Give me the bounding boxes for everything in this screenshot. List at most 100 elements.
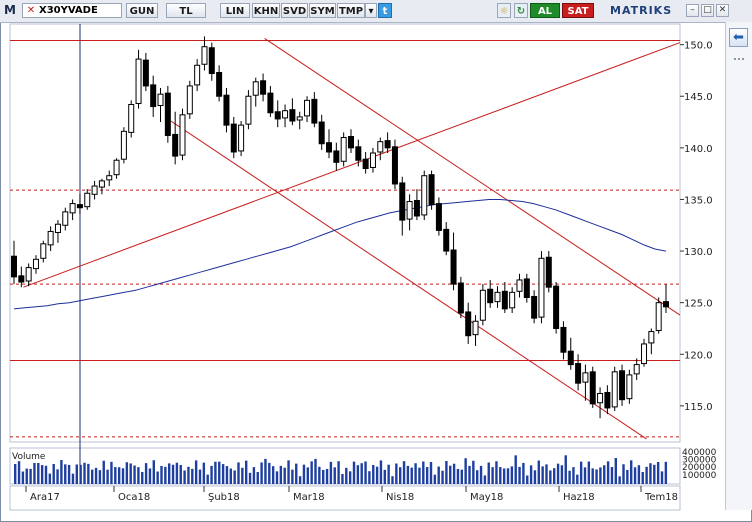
volume-bar [256, 472, 259, 484]
volume-bar [148, 468, 152, 484]
candle-body [648, 331, 655, 344]
volume-bar [329, 461, 333, 484]
volume-bar [653, 464, 656, 484]
toolbar-button-khn[interactable]: KHN [252, 3, 280, 18]
volume-bar [445, 460, 448, 484]
volume-bar [464, 458, 467, 484]
symbol-field[interactable]: ✕ X30YVADE [22, 3, 122, 18]
volume-bar [614, 458, 617, 484]
volume-bar [152, 460, 155, 484]
refresh-icon[interactable]: ↻ [514, 3, 528, 18]
close-window-icon[interactable]: ✕ [716, 4, 729, 17]
candle-body [589, 371, 596, 405]
volume-bar [260, 462, 263, 484]
candle-body [245, 95, 252, 125]
volume-bar [121, 468, 125, 484]
volume-bar [437, 466, 440, 484]
volume-bar [306, 467, 309, 484]
candle-body [208, 47, 215, 75]
candle-body [428, 174, 435, 206]
candle-body [260, 80, 267, 95]
candle-body [267, 92, 274, 114]
candle-body [369, 152, 376, 168]
volume-bar [21, 471, 25, 484]
candle-body [282, 110, 289, 119]
currency-button[interactable]: TL [166, 3, 206, 18]
volume-bar [410, 467, 413, 484]
sell-button[interactable]: SAT [562, 3, 594, 18]
candle-body [106, 175, 113, 181]
candle-body [406, 201, 413, 220]
volume-bar [179, 464, 182, 484]
volume-bar [210, 465, 213, 484]
volume-bar [606, 461, 610, 484]
resize-grip-icon[interactable] [734, 58, 744, 66]
x-tick-label: Ara17 [30, 492, 60, 503]
volume-bar [468, 465, 471, 484]
x-tick-label: Tem18 [644, 492, 678, 503]
period-button[interactable]: GUN [126, 3, 158, 18]
toolbar-button-tmp[interactable]: TMP [337, 3, 365, 18]
volume-bar [283, 467, 286, 484]
volume-bar [622, 464, 625, 484]
candle-body [611, 371, 618, 408]
volume-bar [556, 463, 560, 484]
app-logo: M [4, 3, 16, 17]
volume-bar [183, 470, 186, 484]
candle-body [113, 159, 120, 176]
volume-bar [549, 470, 552, 484]
toolbar-button-svd[interactable]: SVD [281, 3, 308, 18]
candle-body [604, 391, 611, 409]
volume-bar [395, 463, 398, 484]
volume-bar [422, 461, 425, 484]
volume-bar [641, 471, 644, 484]
settings-icon[interactable]: ☼ [497, 3, 511, 18]
volume-bar [164, 466, 167, 484]
panel-toggle-button[interactable]: ⬅ [729, 28, 748, 47]
candle-body [216, 72, 223, 97]
volume-bar [610, 467, 614, 484]
candle-body [531, 295, 538, 319]
volume-bar [356, 465, 360, 484]
volume-bar [91, 469, 94, 484]
volume-bar [633, 467, 637, 484]
volume-bar [110, 461, 113, 484]
candle-body [128, 104, 135, 133]
scale-button[interactable]: LIN [220, 3, 250, 18]
candle-body [391, 146, 398, 185]
toolbar-button-sym[interactable]: SYM [309, 3, 336, 18]
volume-bar [252, 467, 256, 484]
volume-bar [502, 468, 506, 484]
volume-bar [595, 469, 598, 484]
twitter-icon[interactable]: t [378, 3, 392, 18]
candle-body [201, 46, 208, 65]
candle-body [487, 288, 494, 304]
candle-body [553, 285, 560, 329]
dropdown-arrow-icon[interactable]: ▾ [365, 3, 377, 18]
volume-bar [52, 463, 55, 484]
candle-body [179, 114, 186, 156]
minimize-icon[interactable]: – [686, 4, 699, 17]
close-icon[interactable]: ✕ [26, 5, 36, 16]
volume-bar [191, 468, 194, 484]
maximize-icon[interactable]: □ [701, 4, 714, 17]
volume-bar [171, 464, 175, 484]
volume-bar [237, 462, 240, 484]
volume-bar [60, 460, 63, 484]
buy-button[interactable]: AL [530, 3, 560, 18]
volume-bar [287, 460, 290, 484]
candle-body [567, 350, 574, 366]
volume-bar [352, 461, 356, 484]
volume-bars [14, 455, 668, 484]
volume-label: Volume [12, 452, 46, 462]
volume-bar [526, 475, 529, 484]
plot-area [9, 23, 681, 443]
volume-bar [564, 455, 567, 484]
x-tick-label: Mar18 [293, 492, 325, 503]
volume-bar [37, 463, 40, 484]
volume-bar [579, 461, 583, 484]
volume-bar [268, 462, 271, 484]
right-sidebar: ⬅ [725, 22, 752, 510]
volume-bar [160, 465, 163, 484]
